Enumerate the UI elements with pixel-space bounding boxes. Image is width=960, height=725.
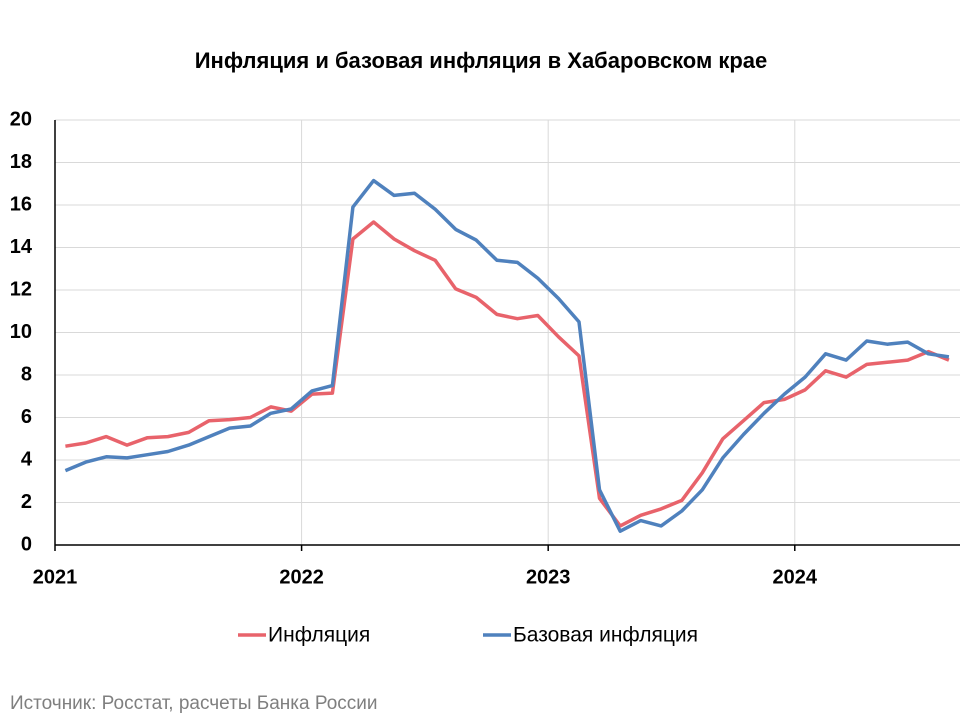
- y-tick-label: 4: [21, 448, 33, 470]
- source-note: Источник: Росстат, расчеты Банка России: [10, 693, 378, 714]
- y-tick-label: 12: [10, 278, 32, 300]
- y-tick-label: 18: [10, 151, 32, 173]
- y-tick-label: 20: [10, 108, 32, 130]
- legend-label: Инфляция: [268, 624, 370, 647]
- x-tick-label: 2024: [773, 566, 818, 588]
- y-tick-label: 0: [21, 533, 32, 555]
- series-line: [64, 178, 950, 533]
- chart-title: Инфляция и базовая инфляция в Хабаровско…: [195, 48, 768, 73]
- y-tick-label: 6: [21, 406, 32, 428]
- y-tick-label: 8: [21, 363, 32, 385]
- y-tick-label: 2: [21, 491, 32, 513]
- x-tick-label: 2022: [279, 566, 324, 588]
- y-tick-label: 14: [10, 236, 33, 258]
- y-tick-label: 10: [10, 321, 32, 343]
- x-tick-label: 2021: [33, 566, 78, 588]
- x-tick-label: 2023: [526, 566, 571, 588]
- series-line: [65, 220, 950, 528]
- y-tick-label: 16: [10, 193, 32, 215]
- legend-label: Базовая инфляция: [513, 624, 698, 647]
